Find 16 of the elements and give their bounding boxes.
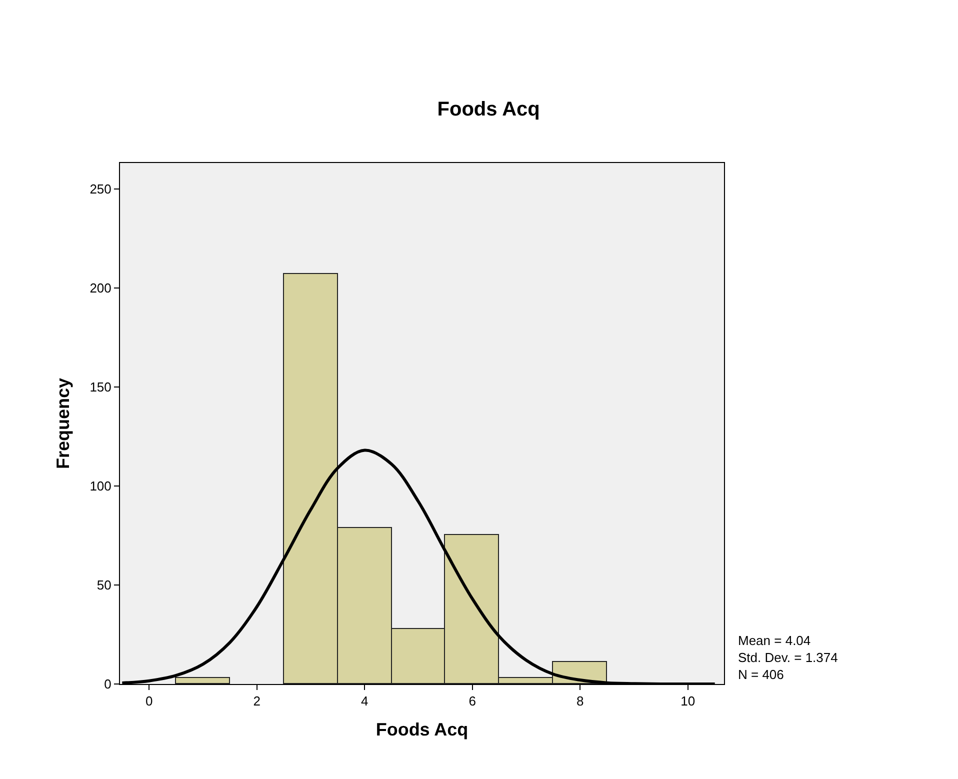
x-tick-label: 4 <box>361 694 368 709</box>
x-tick-label: 8 <box>576 694 584 709</box>
y-tick-label: 150 <box>90 379 112 394</box>
x-axis-title: Foods Acq <box>376 720 468 740</box>
x-tick-label: 10 <box>680 694 696 709</box>
y-tick-label: 50 <box>96 578 112 592</box>
y-tick-label: 200 <box>90 280 112 296</box>
x-tick-label: 6 <box>468 694 476 709</box>
x-tick-label: 2 <box>253 694 260 709</box>
y-axis-title: Frequency <box>52 378 73 470</box>
y-tick-label: 250 <box>90 181 112 196</box>
x-tick-label: 0 <box>145 694 153 709</box>
text: Mean = 4.04 Std. Dev. = 1.374 N = 406 <box>738 633 838 682</box>
chart-title: Foods Acq <box>437 98 540 120</box>
y-tick-label: 0 <box>104 676 112 692</box>
y-tick-label: 100 <box>90 478 112 494</box>
